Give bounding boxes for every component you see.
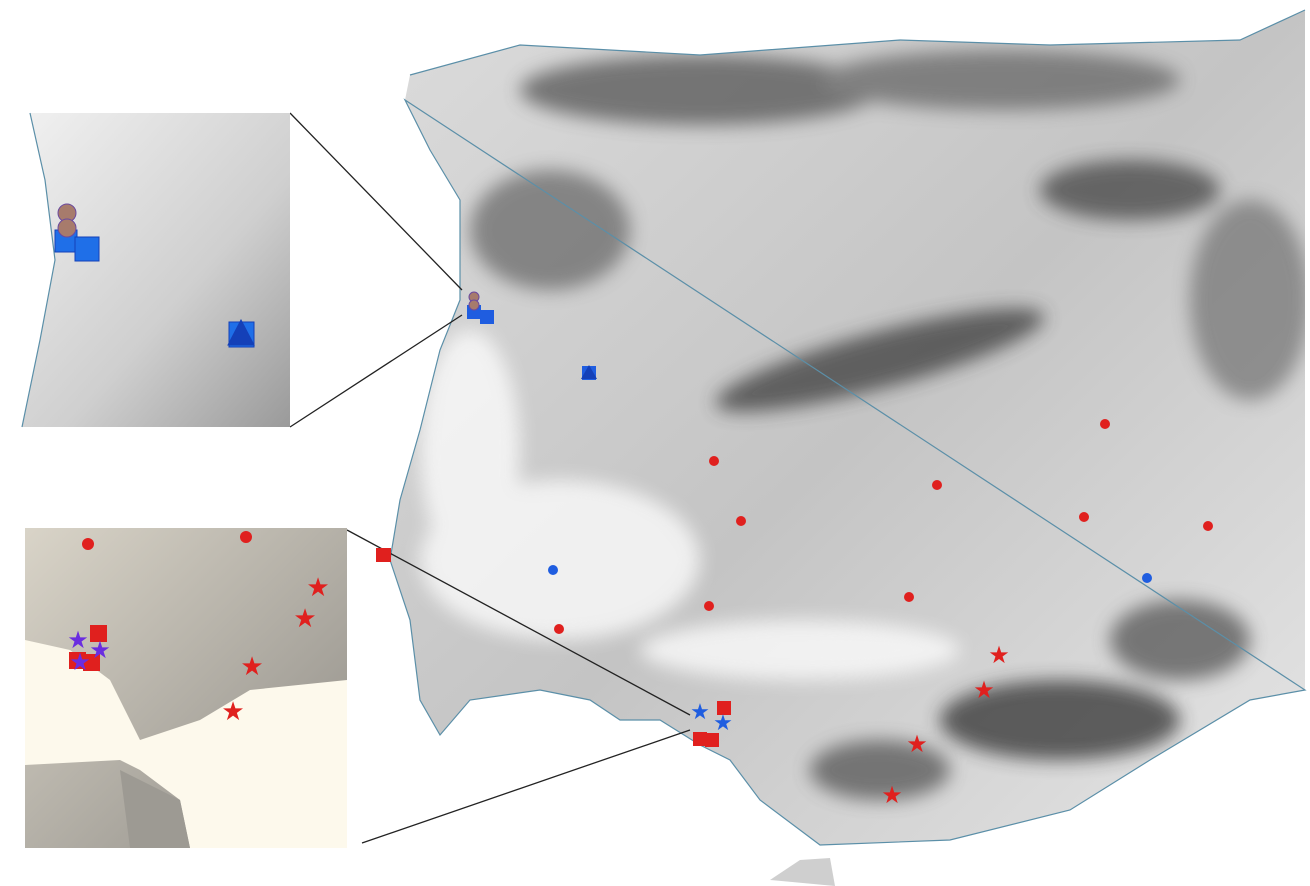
svg-text:★: ★ [690, 700, 710, 725]
map: ★★★★ ★★ ★★ [0, 0, 1310, 886]
svg-text:★: ★ [221, 697, 244, 727]
svg-text:★: ★ [713, 711, 733, 736]
svg-text:★: ★ [973, 676, 995, 704]
svg-text:★: ★ [881, 781, 903, 809]
svg-text:★: ★ [906, 730, 928, 758]
inset-north [10, 113, 290, 427]
africa-coast [770, 858, 835, 886]
brown-sites [469, 292, 479, 310]
svg-text:★: ★ [306, 573, 329, 603]
peninsula [380, 0, 1310, 886]
svg-text:★: ★ [89, 636, 111, 664]
svg-text:★: ★ [240, 652, 263, 682]
svg-text:★: ★ [69, 648, 91, 676]
svg-text:★: ★ [988, 641, 1010, 669]
inset-south: ★★★★ ★★★ [25, 528, 347, 848]
svg-text:★: ★ [293, 604, 316, 634]
